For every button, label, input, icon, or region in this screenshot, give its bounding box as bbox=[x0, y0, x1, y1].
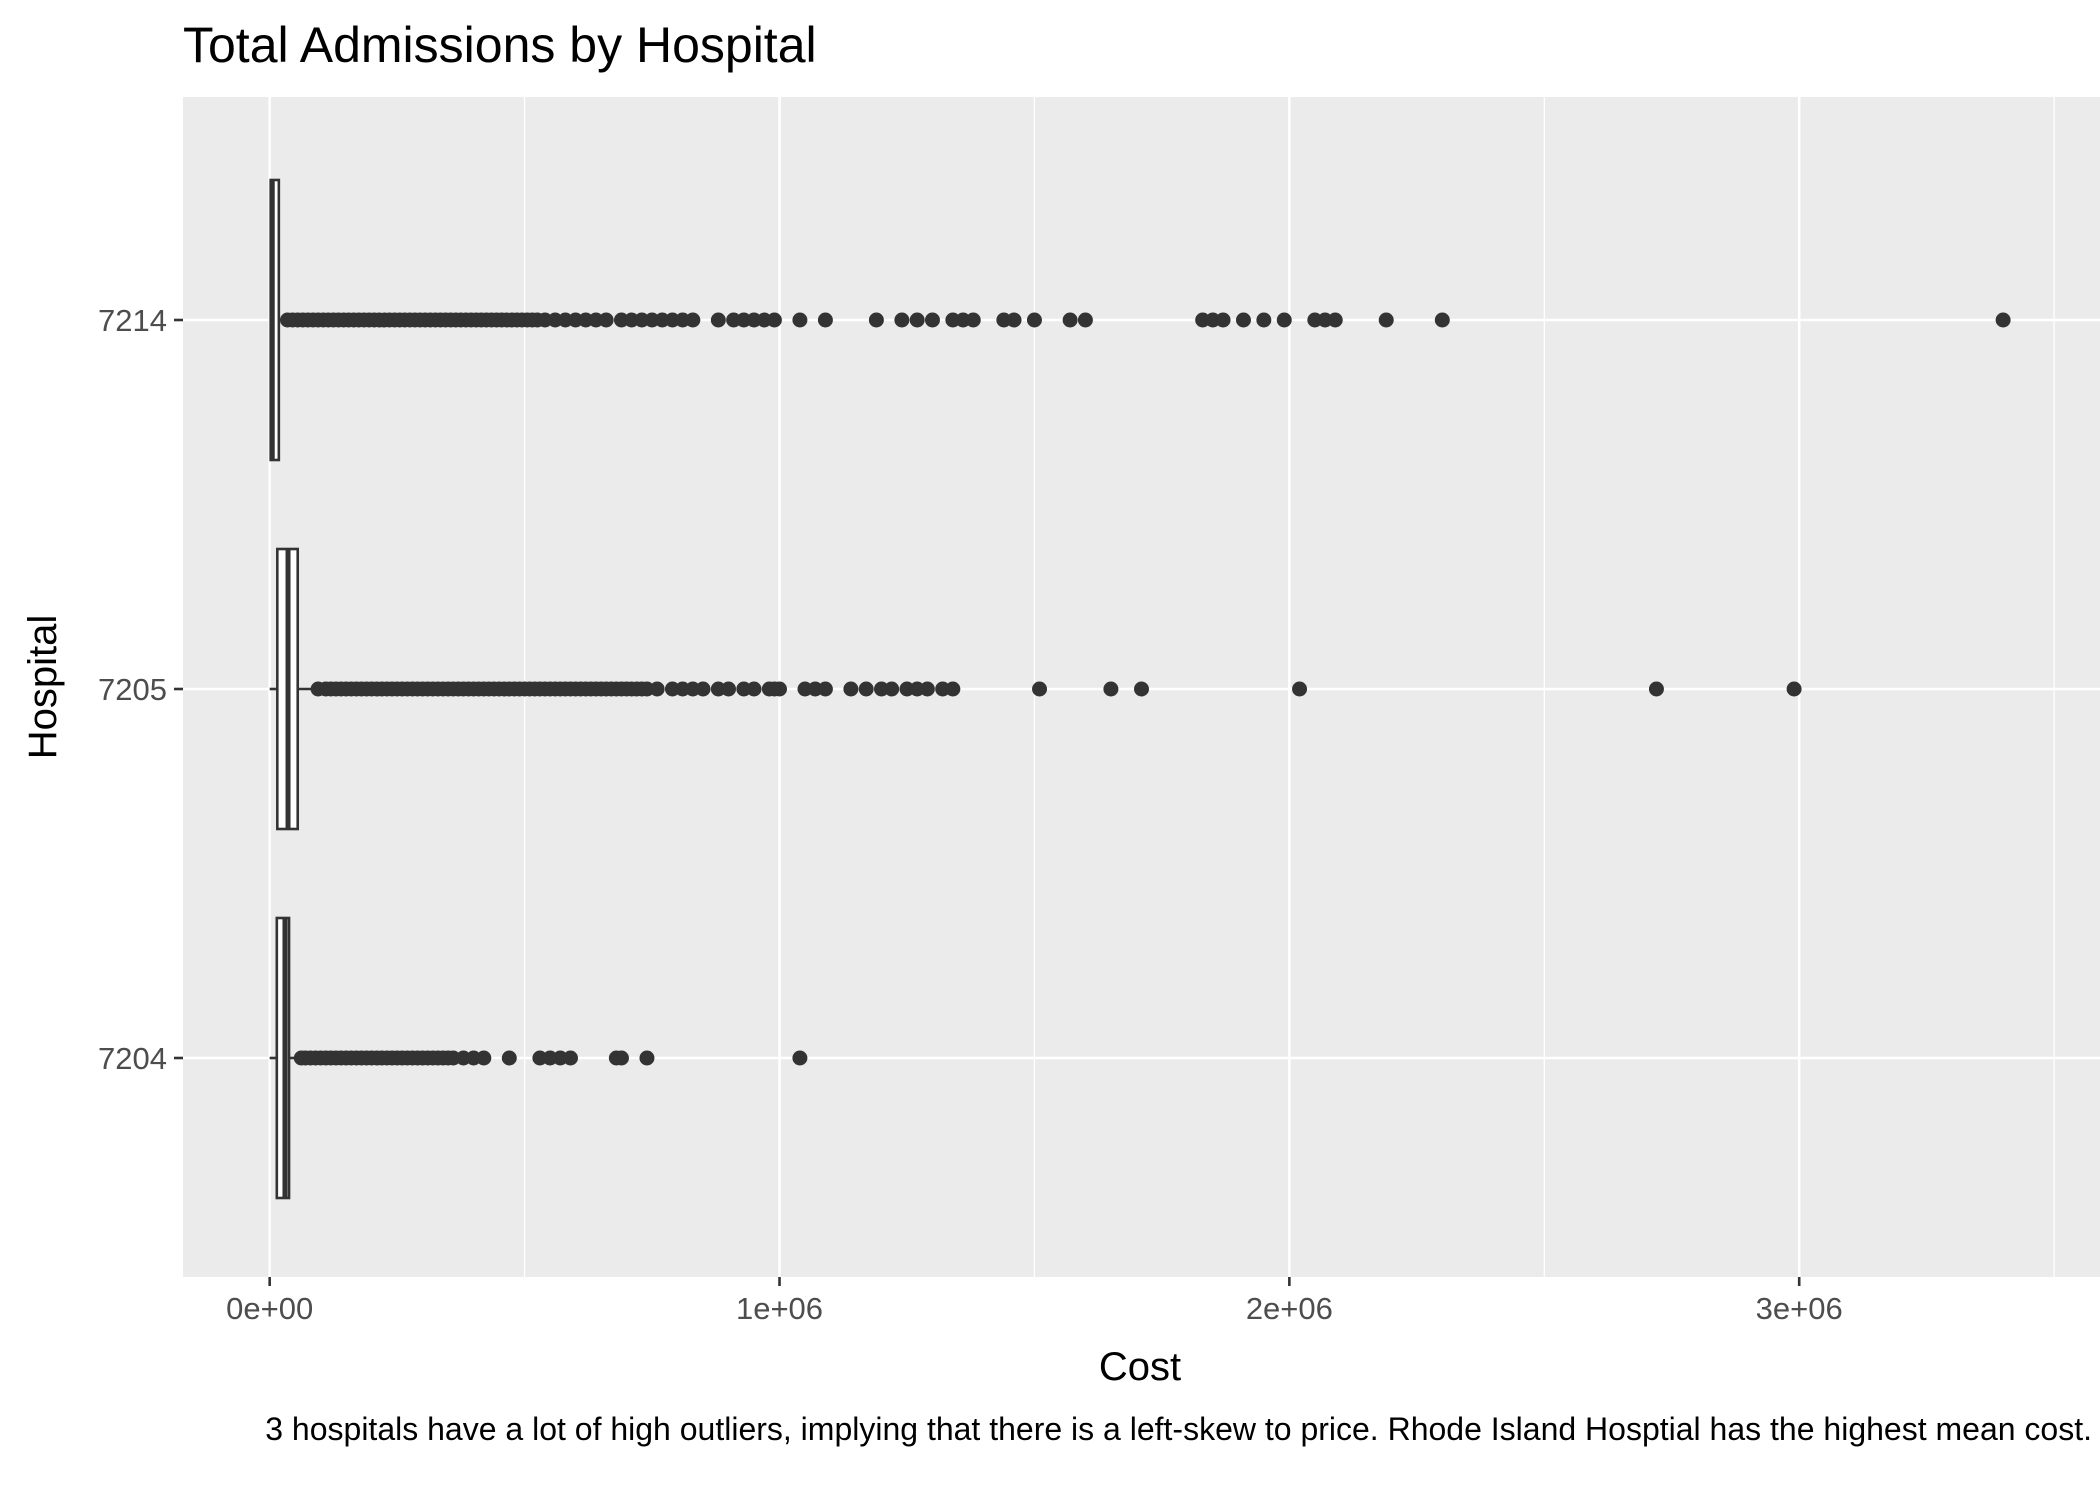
outlier-point bbox=[746, 681, 762, 697]
outlier-point bbox=[710, 312, 726, 328]
outlier-point bbox=[1032, 681, 1048, 697]
outlier-point bbox=[1276, 312, 1292, 328]
y-tick-label: 7204 bbox=[98, 1041, 167, 1076]
chart-caption: 3 hospitals have a lot of high outliers,… bbox=[265, 1411, 2092, 1447]
outlier-point bbox=[858, 681, 874, 697]
outlier-point bbox=[649, 681, 665, 697]
y-axis-title: Hospital bbox=[21, 615, 65, 760]
outlier-point bbox=[562, 1050, 578, 1066]
outlier-point bbox=[1134, 681, 1149, 697]
x-tick-label: 3e+06 bbox=[1756, 1291, 1843, 1326]
outlier-point bbox=[613, 1050, 629, 1066]
outlier-point bbox=[685, 312, 701, 328]
outlier-point bbox=[792, 312, 808, 328]
outlier-point bbox=[817, 681, 833, 697]
outlier-point bbox=[1062, 312, 1078, 328]
outlier-point bbox=[1434, 312, 1450, 328]
outlier-point bbox=[1995, 312, 2011, 328]
x-tick-label: 0e+00 bbox=[226, 1291, 313, 1326]
outlier-point bbox=[721, 681, 737, 697]
outlier-point bbox=[1256, 312, 1272, 328]
outlier-point bbox=[894, 312, 910, 328]
outlier-point bbox=[965, 312, 981, 328]
outlier-point bbox=[884, 681, 900, 697]
outlier-point bbox=[868, 312, 884, 328]
outlier-point bbox=[1786, 681, 1802, 697]
boxplot-7204 bbox=[269, 916, 808, 1200]
x-tick-label: 2e+06 bbox=[1246, 1291, 1333, 1326]
boxplots bbox=[269, 178, 2011, 1200]
outlier-point bbox=[1327, 312, 1343, 328]
outlier-point bbox=[945, 681, 961, 697]
x-axis-title: Cost bbox=[1099, 1345, 1181, 1389]
outlier-point bbox=[598, 312, 614, 328]
outlier-point bbox=[817, 312, 833, 328]
outlier-point bbox=[924, 312, 940, 328]
outlier-point bbox=[1077, 312, 1093, 328]
axis-ticks: 0e+00 1e+06 2e+06 3e+06 7204 7205 7214 bbox=[98, 303, 1843, 1326]
outlier-point bbox=[1648, 681, 1664, 697]
outlier-point bbox=[695, 681, 711, 697]
outlier-point bbox=[1235, 312, 1251, 328]
outlier-point bbox=[919, 681, 935, 697]
outlier-point bbox=[792, 1050, 808, 1066]
outlier-point bbox=[772, 681, 788, 697]
outlier-point bbox=[501, 1050, 517, 1066]
y-tick-label: 7205 bbox=[98, 672, 167, 707]
outlier-point bbox=[1026, 312, 1042, 328]
boxplot-7214 bbox=[269, 178, 2011, 462]
outlier-point bbox=[639, 1050, 655, 1066]
outlier-point bbox=[909, 312, 925, 328]
boxplot-7205 bbox=[269, 547, 1802, 831]
chart-title: Total Admissions by Hospital bbox=[183, 17, 817, 73]
outlier-point bbox=[1215, 312, 1231, 328]
outlier-point bbox=[476, 1050, 492, 1066]
outlier-point bbox=[1006, 312, 1022, 328]
outlier-point bbox=[766, 312, 782, 328]
outlier-point bbox=[1378, 312, 1394, 328]
y-tick-label: 7214 bbox=[98, 303, 167, 338]
outlier-point bbox=[843, 681, 859, 697]
outlier-point bbox=[1103, 681, 1119, 697]
x-tick-label: 1e+06 bbox=[736, 1291, 823, 1326]
outlier-point bbox=[1292, 681, 1308, 697]
